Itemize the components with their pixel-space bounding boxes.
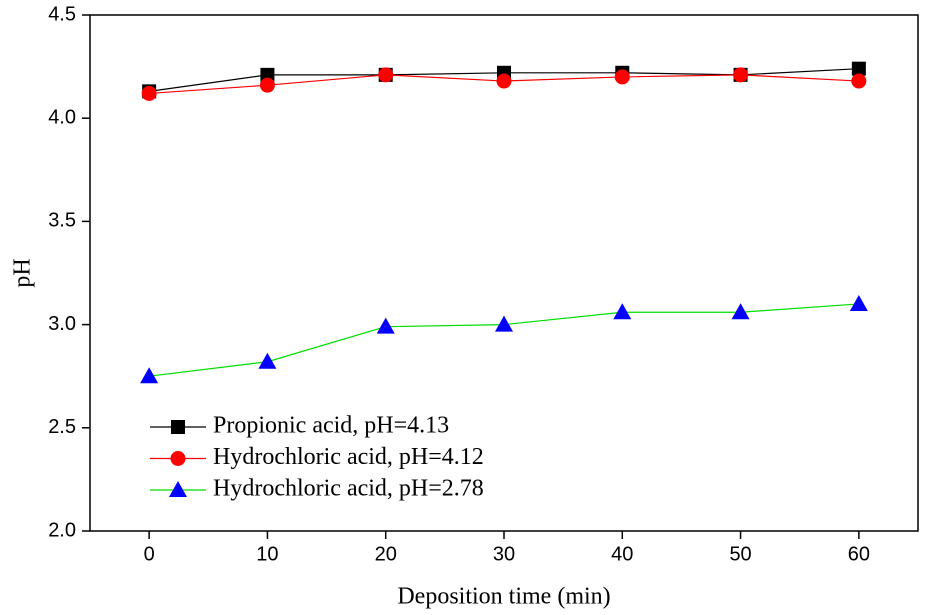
marker: [849, 294, 868, 311]
marker: [613, 303, 632, 320]
x-tick-label: 50: [729, 543, 751, 565]
x-tick-label: 0: [144, 543, 155, 565]
marker: [851, 73, 867, 89]
x-tick-label: 60: [848, 543, 870, 565]
y-tick-label: 3.5: [48, 210, 76, 232]
x-axis-title: Deposition time (min): [397, 584, 610, 610]
marker: [733, 67, 749, 83]
y-tick-label: 2.0: [48, 519, 76, 541]
marker: [260, 67, 275, 82]
legend-label: Propionic acid, pH=4.13: [213, 413, 449, 439]
marker: [376, 317, 395, 334]
marker: [378, 67, 394, 83]
legend-marker: [169, 481, 187, 497]
legend-label: Hydrochloric acid, pH=4.12: [213, 444, 484, 470]
x-tick-label: 30: [493, 543, 515, 565]
legend-marker: [170, 451, 186, 466]
marker: [141, 85, 157, 101]
y-tick-label: 2.5: [48, 416, 76, 438]
y-tick-label: 4.0: [48, 106, 76, 128]
y-tick-label: 3.0: [48, 313, 76, 335]
marker: [731, 303, 750, 320]
marker: [496, 73, 512, 89]
series-line: [149, 303, 859, 377]
marker: [140, 367, 159, 384]
marker: [495, 315, 513, 332]
marker: [614, 69, 630, 85]
marker: [851, 61, 866, 76]
x-tick-label: 10: [256, 543, 278, 565]
marker: [259, 77, 275, 93]
x-tick-label: 20: [375, 543, 397, 565]
legend-marker: [171, 420, 185, 434]
y-tick-label: 4.5: [48, 3, 76, 25]
marker: [258, 352, 277, 369]
legend-label: Hydrochloric acid, pH=2.78: [213, 476, 484, 502]
y-axis-title: pH: [10, 258, 36, 287]
x-tick-label: 40: [611, 543, 633, 565]
